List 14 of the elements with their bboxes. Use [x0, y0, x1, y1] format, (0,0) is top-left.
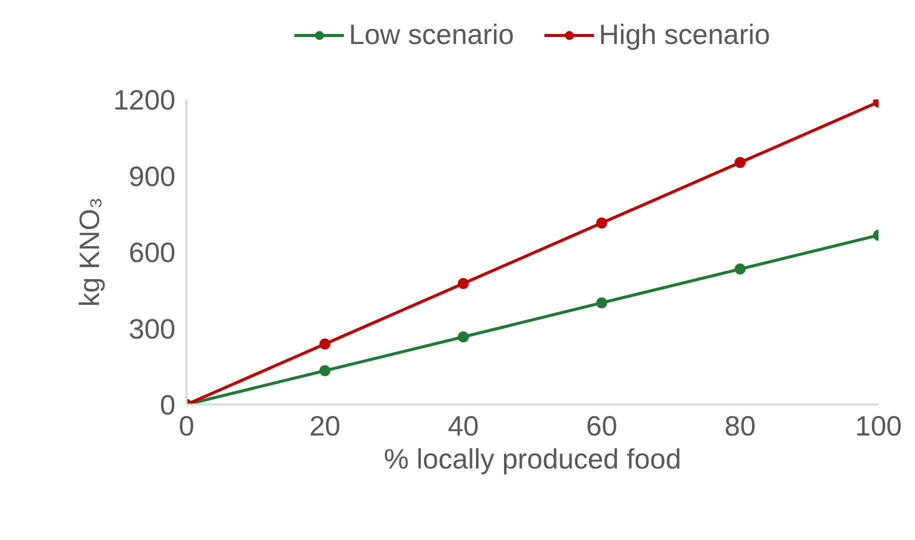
y-tick-label: 900	[128, 160, 176, 192]
legend-label: Low scenario	[348, 19, 514, 51]
legend-label: High scenario	[598, 19, 770, 51]
x-tick-label: 40	[448, 410, 479, 442]
x-tick-label: 100	[855, 410, 902, 442]
y-axis-title: kg KNO₃	[74, 197, 106, 307]
x-tick-label: 80	[724, 410, 756, 442]
y-tick-label: 600	[128, 237, 176, 268]
y-tick-label: 0	[160, 390, 176, 420]
x-tick-label: 60	[586, 410, 618, 442]
y-tick-label: 300	[128, 313, 176, 344]
x-axis-title: % locally produced food	[384, 444, 682, 474]
x-tick-label: 20	[309, 410, 340, 442]
y-tick-label: 1200	[113, 84, 176, 116]
